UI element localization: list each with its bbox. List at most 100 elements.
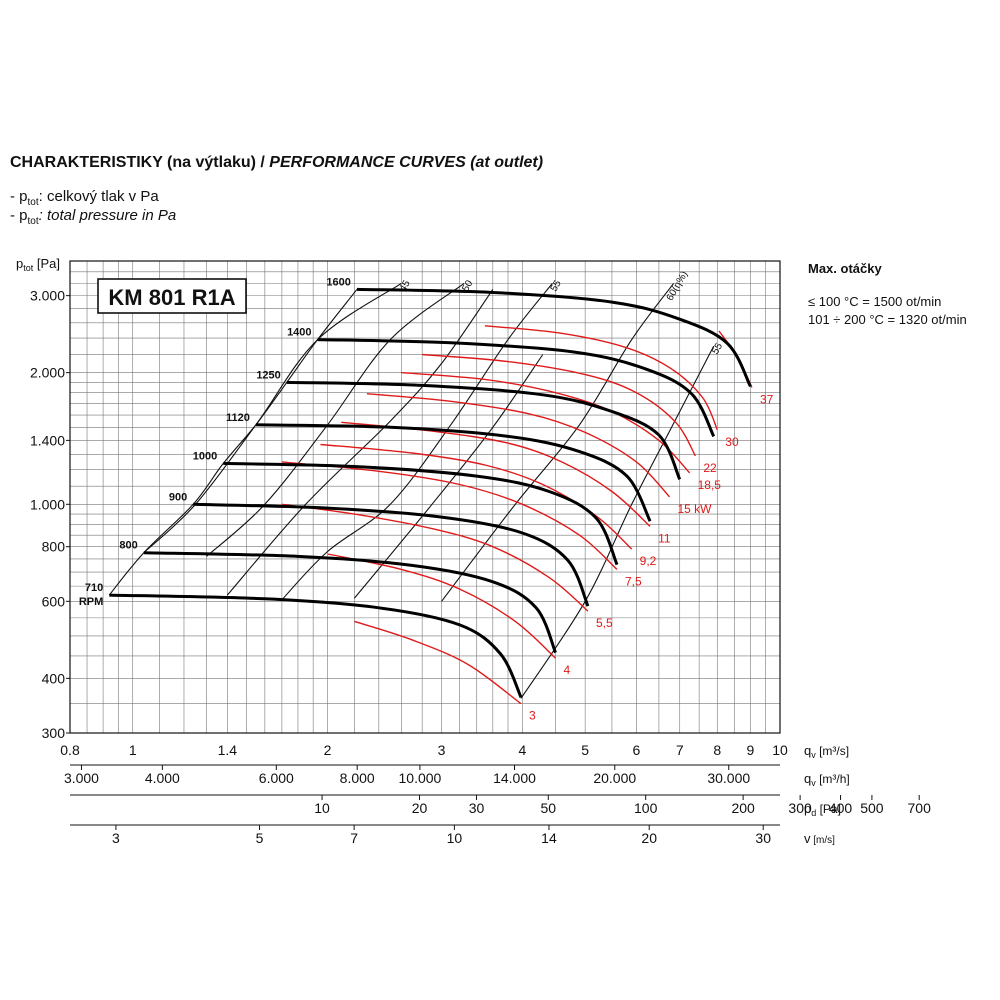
- efficiency-line: [226, 289, 494, 596]
- x-tick-label: 7: [676, 742, 684, 758]
- x-tick-label: 30: [755, 830, 771, 846]
- x-tick-label: 20: [412, 800, 428, 816]
- x-axis-label: pd [Pa]: [804, 801, 841, 818]
- power-curve: [354, 620, 522, 705]
- rpm-label: 1000: [193, 450, 217, 462]
- x-tick-label: 3.000: [64, 770, 99, 786]
- max-speed-line-2: 101 ÷ 200 °C = 1320 ot/min: [808, 312, 967, 327]
- x-tick-label: 300: [788, 800, 812, 816]
- power-curve: [327, 553, 556, 659]
- speed-curve: [223, 461, 619, 566]
- rpm-unit-label: RPM: [79, 596, 103, 608]
- x-tick-label: 20: [641, 830, 657, 846]
- x-tick-label: 5: [581, 742, 589, 758]
- speed-curve: [356, 287, 752, 388]
- power-label: 22: [703, 461, 717, 475]
- speed-curve: [193, 502, 590, 607]
- y-tick-label: 800: [42, 539, 66, 555]
- y-tick-label: 3.000: [30, 288, 65, 304]
- speed-curve: [143, 551, 557, 654]
- plot-frame: [69, 260, 781, 734]
- power-curve: [401, 371, 691, 474]
- y-tick-label: 300: [42, 725, 66, 741]
- rpm-label: 1400: [287, 327, 311, 339]
- efficiency-label: 55: [710, 341, 725, 357]
- x-tick-label: 700: [908, 800, 932, 816]
- x-tick-label: 0.8: [60, 742, 80, 758]
- speed-curve: [109, 593, 523, 698]
- power-label: 7,5: [625, 574, 642, 588]
- x-axis-label: qv [m³/s]: [804, 743, 849, 760]
- efficiency-label: 50: [460, 278, 475, 294]
- x-tick-label: 1: [129, 742, 137, 758]
- power-label: 18,5: [698, 478, 722, 492]
- model-box: [97, 278, 247, 314]
- efficiency-line: [143, 282, 402, 554]
- y-tick-label: 2.000: [30, 365, 65, 381]
- x-tick-label: 14.000: [493, 770, 536, 786]
- x-tick-label: 4.000: [145, 770, 180, 786]
- legend-line-english: - ptot: total pressure in Pa: [10, 207, 177, 227]
- x-tick-label: 200: [731, 800, 755, 816]
- x-tick-label: 400: [829, 800, 853, 816]
- chart-title: CHARAKTERISTIKY (na výtlaku) / PERFORMAN…: [10, 154, 544, 171]
- x-tick-label: 30: [469, 800, 485, 816]
- rpm-label: 1600: [326, 276, 350, 288]
- x-axis-label: qv [m³/h]: [804, 771, 850, 788]
- x-tick-label: 5: [256, 830, 264, 846]
- y-tick-label: 1.400: [30, 432, 65, 448]
- max-speed-line-1: ≤ 100 °C = 1500 ot/min: [808, 294, 942, 309]
- y-tick-label: 1.000: [30, 496, 65, 512]
- rpm-label: 1250: [256, 369, 280, 381]
- x-tick-label: 6: [633, 742, 641, 758]
- y-axis-label: ptot [Pa]: [16, 256, 60, 273]
- speed-curve: [317, 338, 716, 438]
- x-tick-label: 10.000: [399, 770, 442, 786]
- x-tick-label: 7: [350, 830, 358, 846]
- speed-curve: [286, 380, 682, 481]
- x-tick-label: 3: [112, 830, 120, 846]
- x-tick-label: 14: [541, 830, 557, 846]
- model-name: KM 801 R1A: [108, 285, 235, 310]
- power-curve: [281, 461, 618, 570]
- power-label: 11: [658, 531, 671, 545]
- efficiency-label: 60(η%): [665, 269, 691, 302]
- speed-curve: [255, 423, 652, 522]
- power-curve: [484, 325, 718, 431]
- power-label: 5,5: [596, 616, 613, 630]
- efficiency-label: 55: [549, 278, 564, 294]
- efficiency-line: [281, 283, 553, 601]
- x-tick-label: 10: [447, 830, 463, 846]
- x-tick-label: 3: [438, 742, 446, 758]
- power-curve: [281, 503, 589, 612]
- power-label: 4: [564, 663, 571, 677]
- x-tick-label: 4: [519, 742, 527, 758]
- x-tick-label: 10: [772, 742, 788, 758]
- y-tick-label: 600: [42, 593, 66, 609]
- x-axis-label: v [m/s]: [804, 831, 835, 846]
- y-tick-label: 400: [42, 670, 66, 686]
- efficiency-line: [520, 345, 715, 699]
- rpm-label: 1120: [226, 412, 250, 424]
- power-label: 9,2: [640, 554, 657, 568]
- x-tick-label: 10: [314, 800, 330, 816]
- x-tick-label: 6.000: [259, 770, 294, 786]
- rpm-label: 710: [85, 582, 103, 594]
- max-speed-heading: Max. otáčky: [808, 261, 882, 276]
- legend-line-czech: - ptot: celkový tlak v Pa: [10, 188, 159, 208]
- power-label: 37: [760, 392, 774, 406]
- power-label: 30: [725, 435, 739, 449]
- x-tick-label: 8: [713, 742, 721, 758]
- x-tick-label: 2: [324, 742, 332, 758]
- x-tick-label: 8.000: [340, 770, 375, 786]
- x-tick-label: 100: [634, 800, 658, 816]
- power-curve: [320, 443, 633, 550]
- power-label: 15 kW: [678, 502, 713, 516]
- x-tick-label: 9: [746, 742, 754, 758]
- efficiency-line: [108, 289, 358, 596]
- x-tick-label: 30.000: [707, 770, 750, 786]
- rpm-label: 800: [119, 540, 137, 552]
- x-tick-label: 500: [860, 800, 884, 816]
- x-tick-label: 50: [540, 800, 556, 816]
